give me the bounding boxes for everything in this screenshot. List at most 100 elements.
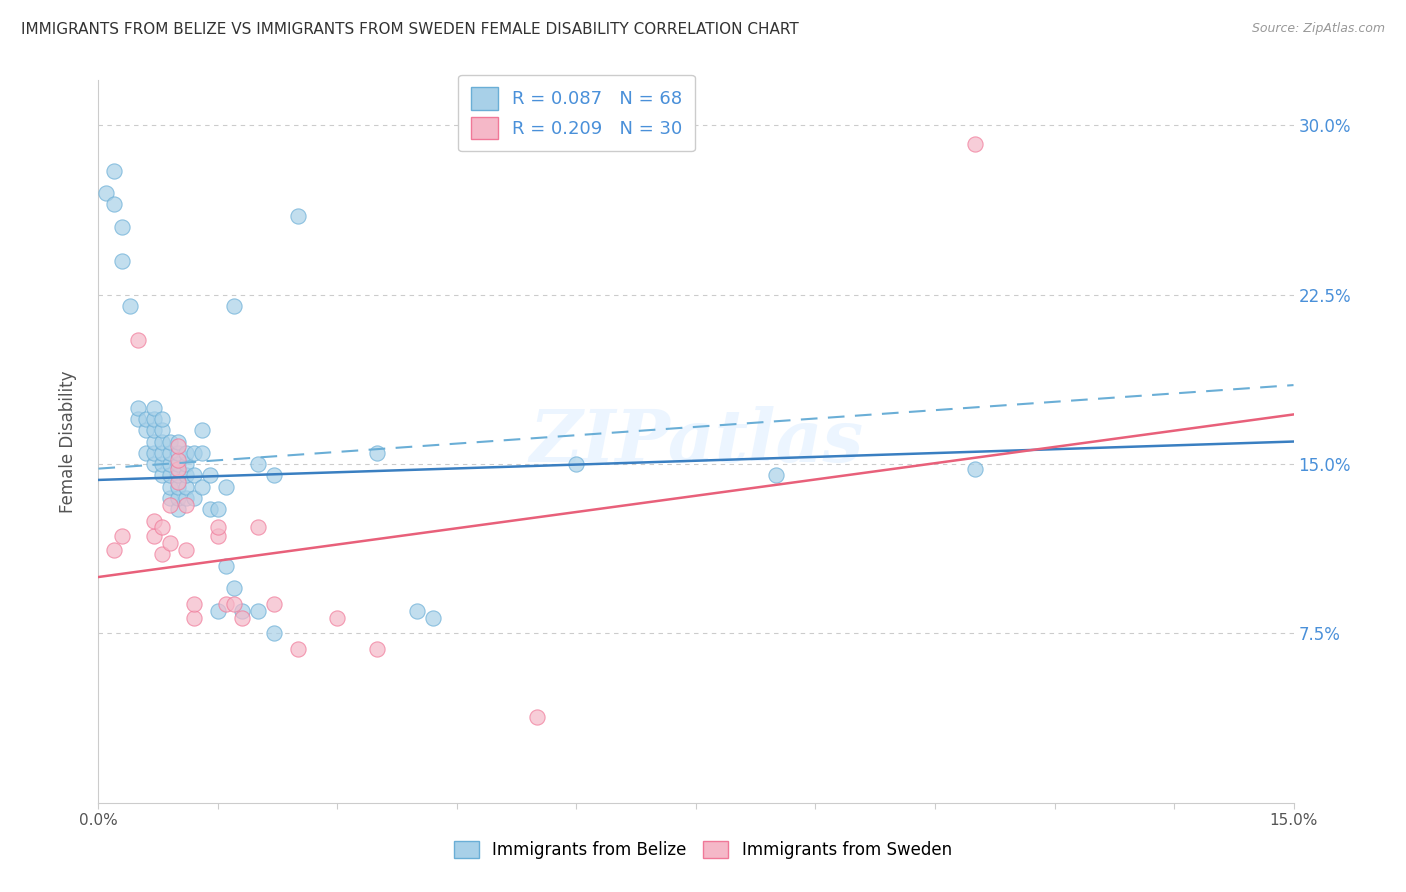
Point [287,642,309,657]
Point [143,446,166,460]
Point [174,542,197,557]
Point [167,475,190,490]
Point [565,457,588,471]
Point [263,468,285,483]
Point [159,480,181,494]
Point [246,520,269,534]
Point [287,209,309,223]
Point [263,597,285,611]
Point [143,401,166,415]
Point [159,491,181,505]
Point [222,582,245,596]
Point [103,542,125,557]
Legend: Immigrants from Belize, Immigrants from Sweden: Immigrants from Belize, Immigrants from … [447,834,959,866]
Point [174,468,197,483]
Point [143,412,166,426]
Point [222,299,245,313]
Point [150,412,173,426]
Point [167,480,190,494]
Point [207,520,229,534]
Point [174,491,197,505]
Point [143,457,166,471]
Point [191,423,214,437]
Point [422,610,444,624]
Point [167,491,190,505]
Point [366,642,388,657]
Point [207,529,229,543]
Point [207,502,229,516]
Point [215,558,238,573]
Point [143,423,166,437]
Point [198,502,221,516]
Point [246,604,269,618]
Point [174,446,197,460]
Point [207,604,229,618]
Point [174,498,197,512]
Point [150,468,173,483]
Point [191,480,214,494]
Point [150,434,173,449]
Point [103,163,125,178]
Point [231,604,253,618]
Point [191,446,214,460]
Point [526,710,548,724]
Point [963,461,986,475]
Point [135,423,157,437]
Point [120,299,142,313]
Point [127,412,149,426]
Point [183,610,205,624]
Point [103,197,125,211]
Point [183,468,205,483]
Text: IMMIGRANTS FROM BELIZE VS IMMIGRANTS FROM SWEDEN FEMALE DISABILITY CORRELATION C: IMMIGRANTS FROM BELIZE VS IMMIGRANTS FRO… [21,22,799,37]
Point [167,452,190,467]
Point [183,446,205,460]
Point [111,220,134,235]
Point [366,446,388,460]
Point [215,597,238,611]
Point [167,434,190,449]
Y-axis label: Female Disability: Female Disability [59,370,77,513]
Point [150,520,173,534]
Point [183,597,205,611]
Point [150,457,173,471]
Point [167,457,190,471]
Point [167,468,190,483]
Point [231,610,253,624]
Point [159,446,181,460]
Point [167,461,190,475]
Point [159,457,181,471]
Point [167,439,190,453]
Point [159,468,181,483]
Point [111,253,134,268]
Text: ZIPatlas: ZIPatlas [529,406,863,477]
Point [150,423,173,437]
Point [198,468,221,483]
Point [127,401,149,415]
Point [174,457,197,471]
Point [167,446,190,460]
Point [127,333,149,347]
Point [135,446,157,460]
Point [143,514,166,528]
Point [963,136,986,151]
Point [183,491,205,505]
Point [150,548,173,562]
Point [143,529,166,543]
Point [406,604,429,618]
Point [96,186,118,201]
Point [263,626,285,640]
Point [326,610,349,624]
Point [143,434,166,449]
Point [215,480,238,494]
Point [222,597,245,611]
Point [159,498,181,512]
Point [174,480,197,494]
Legend: R = 0.087   N = 68, R = 0.209   N = 30: R = 0.087 N = 68, R = 0.209 N = 30 [458,75,695,152]
Point [765,468,787,483]
Point [135,412,157,426]
Point [167,502,190,516]
Point [159,536,181,550]
Point [159,434,181,449]
Point [150,446,173,460]
Text: Source: ZipAtlas.com: Source: ZipAtlas.com [1251,22,1385,36]
